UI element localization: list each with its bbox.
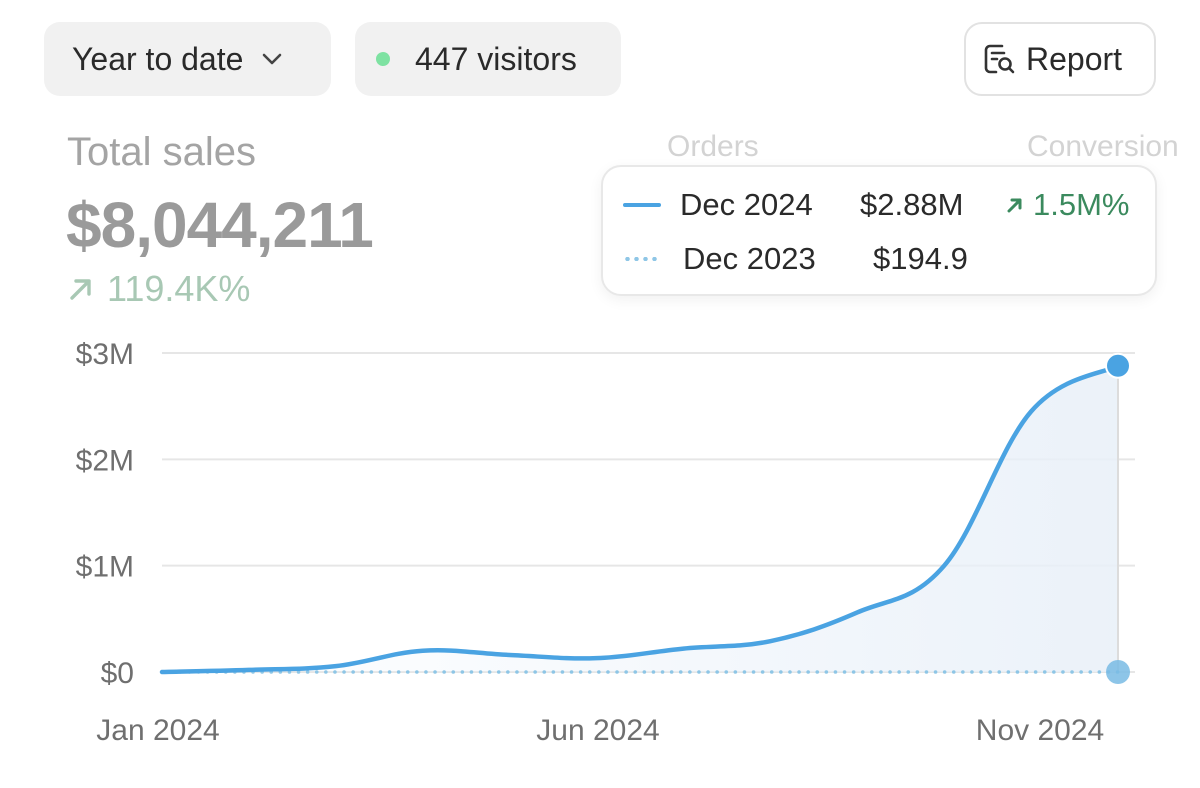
tooltip-row-current: Dec 2024 $2.88M 1.5M% [603,185,1155,225]
series-line-dec-2024 [159,363,1121,675]
report-button[interactable]: Report [964,22,1156,96]
conversion-tab[interactable]: Conversion [1027,130,1179,163]
y-tick-label: $1M [76,551,134,584]
report-search-icon [982,42,1016,76]
point-dec-2024 [1105,352,1131,379]
y-tick-label: $2M [76,444,134,477]
tooltip-change-value: 1.5M% [1033,187,1130,222]
total-sales-value: $8,044,211 [66,189,374,261]
total-sales-change-value: 119.4K% [107,268,251,309]
tooltip-row-previous: Dec 2023 $194.9 [603,239,1155,279]
tooltip-change: 1.5M% [1005,187,1129,223]
visitors-badge[interactable]: 447 visitors [355,22,621,96]
arrow-up-right-icon [67,275,95,303]
total-sales-label[interactable]: Total sales [67,130,256,174]
x-tick-label: Nov 2024 [976,714,1104,747]
chart-tooltip: Dec 2024 $2.88M 1.5M% Dec 2023 $194.9 [601,165,1157,296]
report-label: Report [1026,40,1123,77]
legend-swatch-dotted [623,257,661,261]
tooltip-value: $194.9 [873,241,968,276]
x-tick-label: Jan 2024 [96,714,219,747]
status-dot-icon [376,52,390,66]
total-sales-change: 119.4K% [67,268,250,310]
current-series-area [162,365,1118,672]
orders-tab[interactable]: Orders [667,130,759,163]
legend-swatch-solid [623,203,661,207]
point-dec-2023 [1106,659,1130,684]
tooltip-period: Dec 2024 [680,187,813,222]
x-tick-label: Jun 2024 [536,714,659,747]
y-tick-label: $0 [101,657,134,690]
chevron-down-icon [261,52,283,66]
tooltip-value: $2.88M [860,187,964,222]
visitors-count: 447 visitors [415,40,577,77]
tooltip-period: Dec 2023 [683,241,816,276]
arrow-up-right-icon [1005,195,1025,215]
date-range-dropdown[interactable]: Year to date [44,22,331,96]
date-range-label: Year to date [72,40,244,77]
y-tick-label: $3M [76,338,134,371]
